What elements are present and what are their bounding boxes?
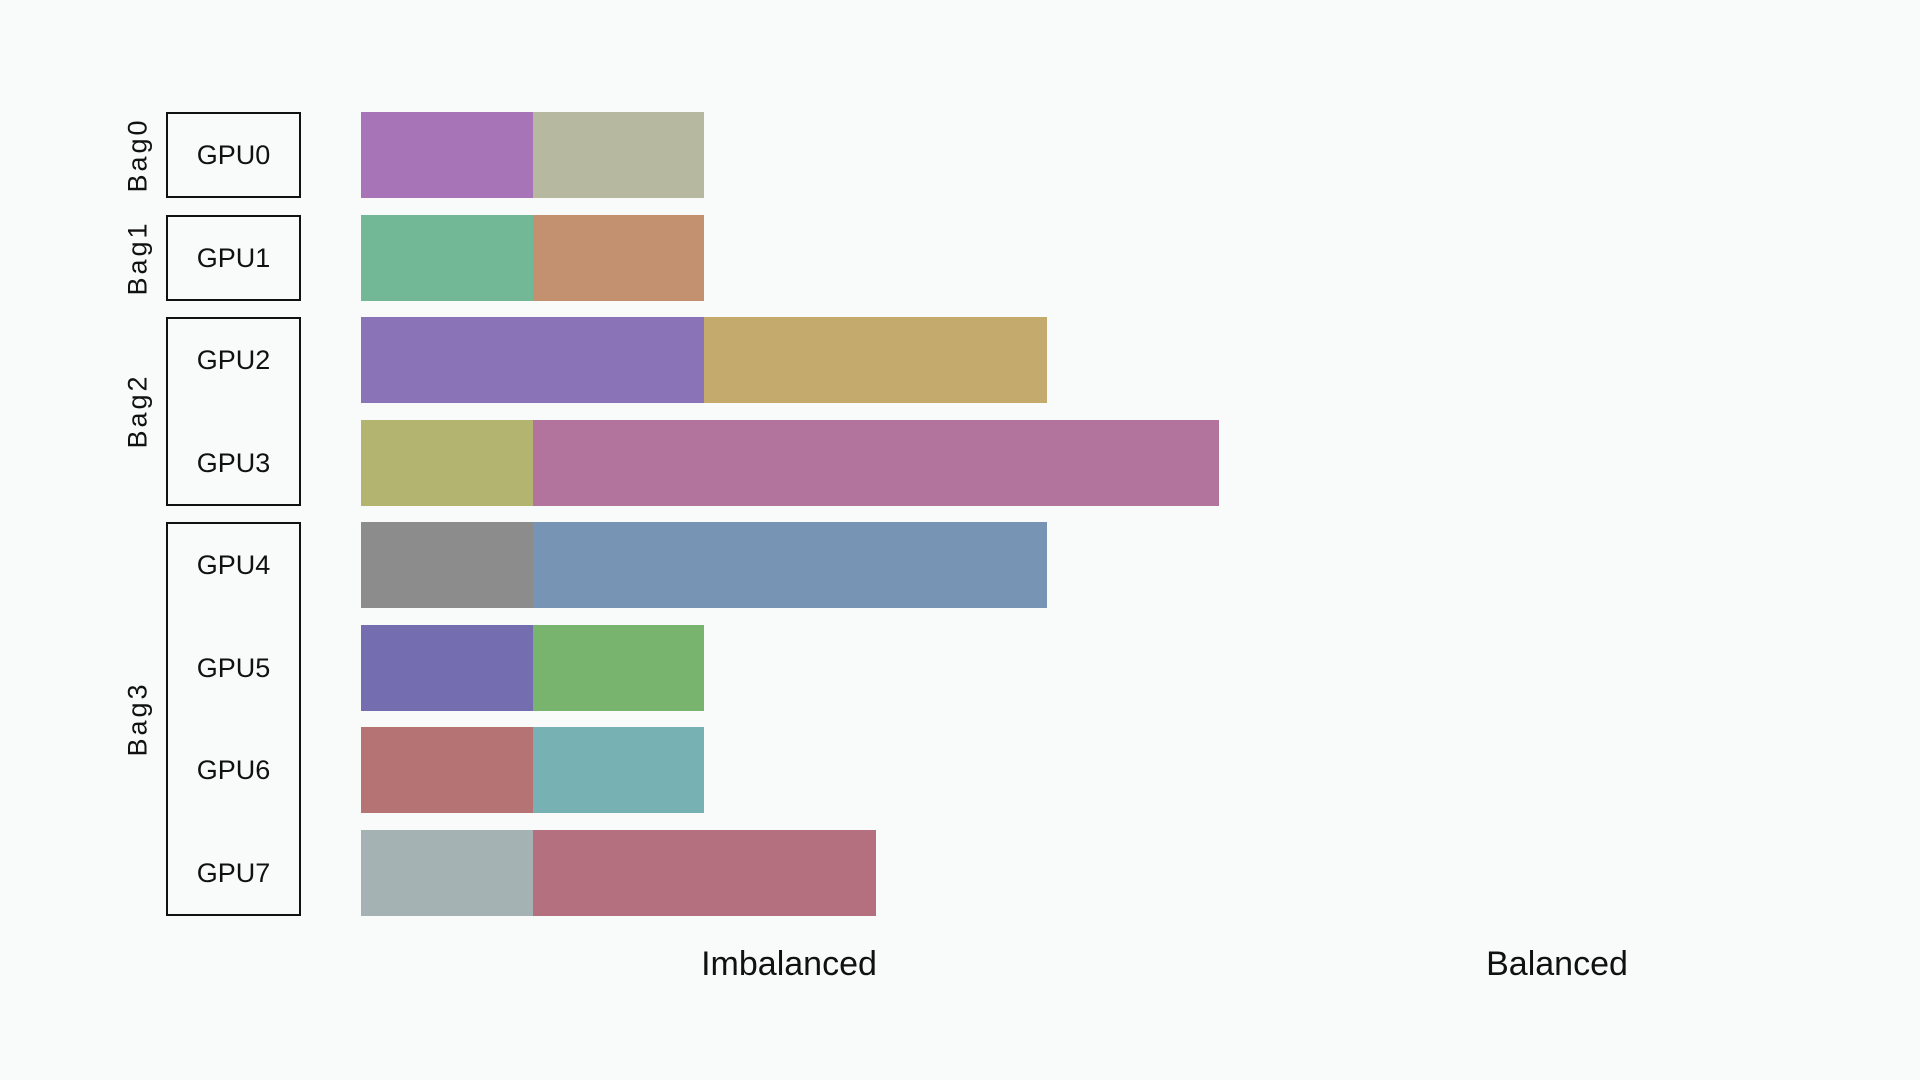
caption-imbalanced: Imbalanced	[701, 945, 877, 983]
gpu-label-4: GPU4	[196, 550, 271, 580]
gpu5-workload-segment-0	[361, 624, 533, 711]
gpu3-workload-segment-1	[532, 419, 1219, 506]
bag-label-0: Bag0	[122, 117, 153, 193]
gpu-label-7: GPU7	[196, 857, 271, 888]
bag-box-0	[166, 112, 301, 198]
bag-box-3	[166, 522, 301, 916]
gpu6-workload-segment-0	[361, 727, 533, 813]
gpu3-workload-segment-0	[361, 419, 533, 506]
bag-label-1: Bag1	[122, 219, 153, 296]
gpu-label-1: GPU1	[196, 242, 271, 273]
gpu-label-6: GPU6	[196, 755, 271, 785]
bag-label-3: Bag3	[122, 681, 153, 757]
gpu2-workload-segment-1	[704, 317, 1047, 403]
gpu-label-0: GPU0	[196, 140, 271, 170]
gpu0-workload-segment-0	[361, 112, 533, 198]
bag-label-2: Bag2	[122, 373, 153, 449]
gpu-label-2: GPU2	[196, 345, 271, 375]
gpu-label-3: GPU3	[196, 447, 271, 478]
gpu7-workload-segment-1	[532, 829, 876, 916]
bag-box-1	[166, 214, 301, 301]
gpu4-workload-segment-1	[532, 522, 1047, 608]
gpu7-workload-segment-0	[361, 829, 533, 916]
bag-box-2	[166, 317, 301, 506]
gpu1-workload-segment-1	[532, 214, 704, 301]
caption-balanced: Balanced	[1486, 945, 1628, 983]
gpu-label-5: GPU5	[196, 652, 271, 683]
gpu4-workload-segment-0	[361, 522, 533, 608]
gpu6-workload-segment-1	[532, 727, 704, 813]
gpu1-workload-segment-0	[361, 214, 533, 301]
gpu2-workload-segment-0	[361, 317, 704, 403]
gpu0-workload-segment-1	[532, 112, 704, 198]
gpu5-workload-segment-1	[532, 624, 704, 711]
